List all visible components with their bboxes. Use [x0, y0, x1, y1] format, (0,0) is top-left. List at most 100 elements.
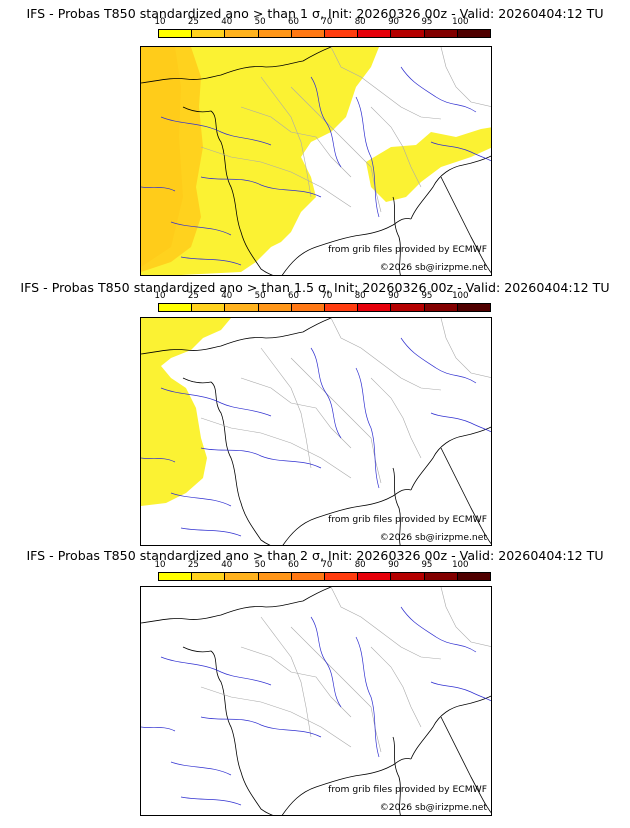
admin-border — [370, 377, 422, 459]
colorbar-swatch — [159, 30, 193, 37]
colorbar-swatch — [192, 573, 226, 580]
colorbar-swatch — [258, 573, 292, 580]
river — [310, 616, 342, 708]
river — [170, 761, 232, 776]
colorbar-swatch — [358, 30, 392, 37]
colorbar-swatch — [325, 573, 359, 580]
coastline-north — [141, 587, 332, 624]
colorbar-tick-label: 95 — [421, 560, 433, 570]
colorbar — [158, 29, 491, 38]
river — [430, 141, 491, 162]
river — [170, 221, 232, 236]
chart-panel-2: IFS - Probas T850 standardized ano > tha… — [0, 270, 630, 546]
river — [180, 796, 242, 806]
admin-border — [370, 646, 422, 728]
admin-border — [260, 76, 312, 198]
river — [141, 186, 176, 192]
coastline-south — [281, 218, 412, 275]
colorbar-swatch — [192, 30, 226, 37]
river — [355, 367, 380, 489]
coastline-north — [141, 47, 332, 84]
colorbar-tick-label: 25 — [187, 17, 199, 27]
colorbar-swatch — [391, 30, 425, 37]
colorbar-swatch — [325, 304, 359, 311]
colorbar-swatch — [424, 304, 458, 311]
river — [180, 256, 242, 266]
river — [400, 66, 477, 113]
river — [200, 447, 322, 469]
copyright: ©2026 sb@irizpme.net — [379, 532, 487, 543]
colorbar-tick-labels: 10 25 40 50 60 70 80 90 95 100 — [155, 291, 492, 303]
coastline-ligurian — [410, 695, 491, 760]
copyright: ©2026 sb@irizpme.net — [379, 262, 487, 273]
map-canvas — [141, 47, 491, 275]
river — [310, 347, 342, 439]
river — [160, 656, 272, 686]
colorbar-tick-label: 90 — [388, 291, 400, 301]
colorbar-swatch — [424, 573, 458, 580]
admin-border — [330, 47, 442, 120]
coastline-west — [182, 377, 271, 545]
colorbar-tick-label: 70 — [321, 560, 333, 570]
colorbar-swatch — [457, 30, 491, 37]
source-credit: from grib files provided by ECMWF — [328, 514, 487, 525]
admin-border — [440, 587, 491, 647]
coastline-ligurian — [410, 426, 491, 491]
colorbar-swatch — [391, 304, 425, 311]
river — [180, 527, 242, 537]
map-view: from grib files provided by ECMWF ©2026 … — [140, 317, 492, 546]
colorbar-swatch — [457, 573, 491, 580]
chart-panel-1: IFS - Probas T850 standardized ano > tha… — [0, 0, 630, 276]
colorbar-swatch — [358, 573, 392, 580]
panel-title: IFS - Probas T850 standardized ano > tha… — [20, 280, 610, 295]
colorbar-tick-label: 25 — [187, 291, 199, 301]
colorbar-tick-label: 40 — [221, 291, 233, 301]
colorbar-swatch — [159, 573, 193, 580]
colorbar-tick-label: 90 — [388, 17, 400, 27]
colorbar-tick-label: 100 — [452, 560, 469, 570]
colorbar-swatch — [192, 304, 226, 311]
colorbar-tick-label: 40 — [221, 560, 233, 570]
colorbar-tick-label: 40 — [221, 17, 233, 27]
colorbar-swatch — [391, 573, 425, 580]
river — [141, 457, 176, 463]
colorbar-tick-label: 10 — [154, 560, 166, 570]
colorbar-tick-label: 70 — [321, 291, 333, 301]
admin-border — [330, 318, 442, 391]
admin-border — [290, 86, 382, 213]
panel-title: IFS - Probas T850 standardized ano > tha… — [26, 548, 604, 563]
river — [400, 606, 477, 653]
colorbar-swatch — [258, 30, 292, 37]
admin-border — [200, 146, 352, 208]
colorbar-swatch — [225, 573, 259, 580]
coastline-west — [182, 646, 274, 815]
admin-border — [440, 318, 491, 378]
chart-panel-3: IFS - Probas T850 standardized ano > tha… — [0, 540, 630, 816]
colorbar-swatch — [358, 304, 392, 311]
colorbar-tick-labels: 10 25 40 50 60 70 80 90 95 100 — [154, 17, 492, 29]
coastline-italy — [440, 716, 491, 814]
coastline-corsica — [392, 736, 401, 815]
admin-border — [240, 377, 352, 449]
river — [160, 116, 272, 146]
colorbar-swatch — [291, 30, 326, 37]
colorbar-tick-label: 60 — [287, 291, 299, 301]
colorbar-tick-label: 50 — [254, 17, 266, 27]
copyright: ©2026 sb@irizpme.net — [379, 802, 487, 813]
colorbar-tick-label: 10 — [154, 17, 166, 27]
colorbar-tick-label: 95 — [421, 17, 433, 27]
colorbar-tick-label: 60 — [287, 17, 299, 27]
river — [160, 387, 272, 417]
river — [355, 636, 380, 758]
coastline-south — [281, 758, 412, 815]
river — [430, 412, 491, 433]
river — [355, 96, 380, 218]
admin-border — [240, 646, 352, 718]
colorbar-tick-label: 95 — [421, 291, 433, 301]
colorbar-swatch — [225, 304, 259, 311]
prob-area-core — [141, 47, 183, 267]
colorbar-swatch — [291, 304, 326, 311]
admin-border — [290, 357, 382, 484]
admin-border — [200, 417, 352, 479]
admin-border — [260, 347, 312, 469]
